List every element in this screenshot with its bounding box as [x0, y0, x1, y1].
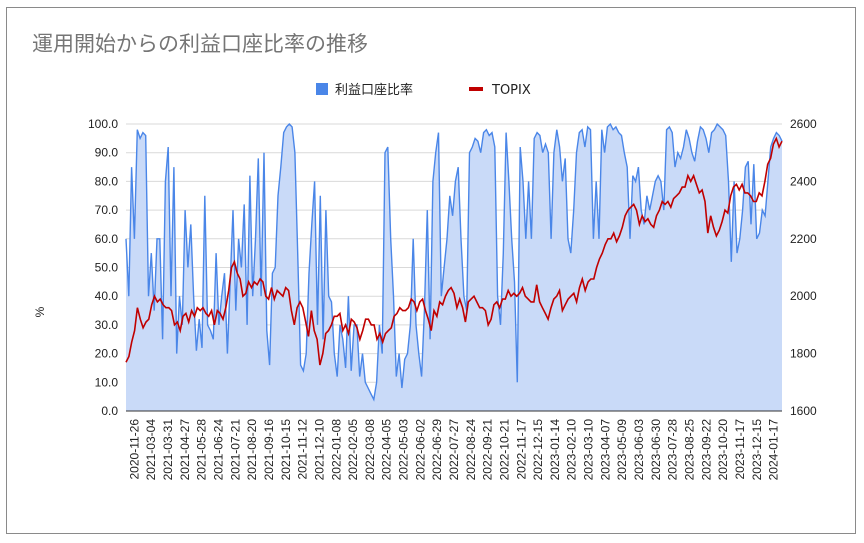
y-tick-label: 30.0	[95, 318, 119, 332]
x-tick-label: 2023-06-30	[649, 419, 663, 481]
y-tick-label: 40.0	[95, 289, 119, 303]
chart-title: 運用開始からの利益口座比率の推移	[32, 32, 368, 56]
legend-swatch-profit-ratio	[316, 83, 328, 95]
x-tick-label: 2021-12-10	[312, 419, 326, 481]
x-tick-label: 2022-07-27	[447, 419, 461, 481]
x-tick-label: 2022-11-17	[514, 419, 528, 480]
x-tick-label: 2023-06-03	[632, 419, 646, 481]
x-tick-label: 2022-06-29	[430, 419, 444, 481]
x-tick-label: 2023-08-25	[682, 419, 696, 481]
x-tick-label: 2021-04-27	[178, 419, 192, 481]
x-tick-label: 2022-08-24	[464, 419, 478, 481]
y2-tick-label: 2600	[790, 117, 817, 131]
y2-tick-label: 2000	[790, 289, 817, 303]
y-tick-label: 70.0	[95, 203, 119, 217]
x-tick-label: 2021-03-04	[144, 419, 158, 481]
x-tick-label: 2021-06-24	[212, 419, 226, 481]
y-tick-label: 60.0	[95, 232, 119, 246]
x-tick-label: 2023-05-09	[615, 419, 629, 481]
y-tick-label: 20.0	[95, 347, 119, 361]
legend: 利益口座比率 TOPIX	[316, 82, 531, 98]
y-tick-label: 10.0	[95, 375, 119, 389]
y-tick-label: 80.0	[95, 174, 119, 188]
x-tick-label: 2023-01-14	[548, 419, 562, 481]
y-tick-label: 100.0	[88, 117, 118, 131]
x-tick-label: 2022-10-21	[497, 419, 511, 481]
y2-tick-label: 2400	[790, 174, 817, 188]
x-tick-label: 2021-07-21	[228, 419, 242, 481]
x-tick-label: 2021-05-28	[195, 419, 209, 481]
x-tick-label: 2023-07-28	[666, 419, 680, 481]
x-tick-label: 2022-06-02	[413, 419, 427, 481]
axes-layer: 0.0 10.0 20.0 30.0 40.0 50.0 60.0 70.0 80.0 90.0 1…	[88, 117, 817, 480]
x-tick-label: 2023-10-20	[716, 419, 730, 481]
y2-tick-label: 1800	[790, 347, 817, 361]
x-tick-label: 2022-04-05	[380, 419, 394, 481]
x-tick-label: 2022-01-08	[329, 419, 343, 481]
x-tick-label: 2021-08-20	[245, 419, 259, 481]
y-axis-label: %	[33, 306, 47, 317]
x-tick-label: 2023-12-15	[750, 419, 764, 481]
x-tick-label: 2022-05-03	[397, 419, 411, 481]
x-tick-label: 2022-03-08	[363, 419, 377, 481]
series-area-profit-ratio	[126, 124, 782, 411]
y2-tick-label: 2200	[790, 232, 817, 246]
x-tick-label: 2023-09-22	[699, 419, 713, 481]
series-line-profit-ratio	[125, 122, 783, 402]
x-tick-label: 2023-02-10	[565, 419, 579, 481]
legend-label-topix: TOPIX	[491, 83, 531, 98]
legend-label-profit-ratio: 利益口座比率	[335, 82, 413, 98]
x-tick-label: 2023-04-07	[598, 419, 612, 481]
y-tick-label: 90.0	[95, 146, 119, 160]
x-tick-label: 2021-09-16	[262, 419, 276, 481]
y2-tick-label: 1600	[790, 404, 817, 418]
y-tick-label: 50.0	[95, 261, 119, 275]
x-tick-label: 2021-03-31	[161, 419, 175, 481]
x-tick-label: 2020-11-26	[127, 419, 141, 480]
x-tick-label: 2023-11-17	[733, 419, 747, 480]
y-tick-label: 0.0	[101, 404, 118, 418]
x-tick-label: 2022-02-05	[346, 419, 360, 481]
x-tick-label: 2022-12-15	[531, 419, 545, 481]
x-tick-label: 2023-03-10	[582, 419, 596, 481]
x-tick-label: 2021-11-12	[296, 419, 310, 480]
legend-swatch-topix	[469, 87, 483, 91]
x-tick-label: 2024-01-17	[767, 419, 781, 481]
x-tick-label: 2022-09-21	[481, 419, 495, 481]
series-layer	[125, 122, 783, 411]
series-line-topix	[125, 136, 783, 366]
x-tick-label: 2021-10-15	[279, 419, 293, 481]
